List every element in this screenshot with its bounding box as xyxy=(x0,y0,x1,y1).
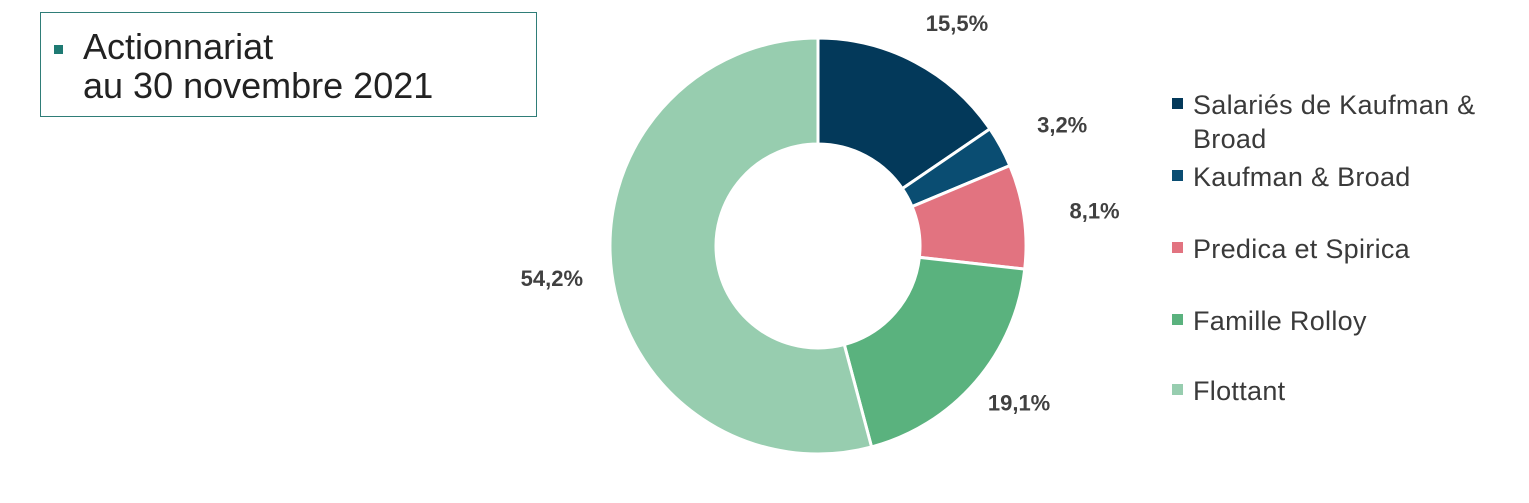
donut-slice-salaries-de-kaufman-broad xyxy=(816,36,993,191)
title-bullet-icon xyxy=(54,45,63,54)
data-label-salaries-de-kaufman-broad: 15,5% xyxy=(926,11,988,36)
data-label-flottant: 54,2% xyxy=(521,266,583,291)
data-label-famille-rolloy: 19,1% xyxy=(988,391,1050,416)
legend-swatch-icon xyxy=(1172,242,1183,253)
donut-slice-famille-rolloy xyxy=(842,255,1027,449)
legend-label: Kaufman & Broad xyxy=(1193,162,1411,192)
data-label-kaufman-broad: 3,2% xyxy=(1037,112,1087,137)
chart-title-box: Actionnariat au 30 novembre 2021 xyxy=(40,12,537,117)
legend-swatch-icon xyxy=(1172,384,1183,395)
legend-label: Salariés de Kaufman & Broad xyxy=(1193,90,1476,154)
chart-title-line-1: Actionnariat xyxy=(83,26,274,67)
donut-slice-flottant xyxy=(608,36,874,456)
legend-swatch-icon xyxy=(1172,314,1183,325)
legend-label: Famille Rolloy xyxy=(1193,306,1367,336)
legend-swatch-icon xyxy=(1172,170,1183,181)
legend-swatch-icon xyxy=(1172,98,1183,109)
chart-title: Actionnariat au 30 novembre 2021 xyxy=(83,27,433,105)
chart-title-line-2: au 30 novembre 2021 xyxy=(83,65,434,106)
data-label-predica-et-spirica: 8,1% xyxy=(1069,199,1119,224)
legend-label: Flottant xyxy=(1193,376,1286,406)
legend-label: Predica et Spirica xyxy=(1193,234,1410,264)
